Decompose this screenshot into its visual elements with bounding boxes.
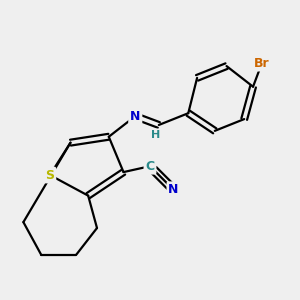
Text: N: N bbox=[168, 183, 179, 196]
Text: N: N bbox=[130, 110, 140, 123]
Text: S: S bbox=[45, 169, 54, 182]
Text: Br: Br bbox=[254, 57, 270, 70]
Text: H: H bbox=[151, 130, 160, 140]
Text: C: C bbox=[146, 160, 154, 173]
